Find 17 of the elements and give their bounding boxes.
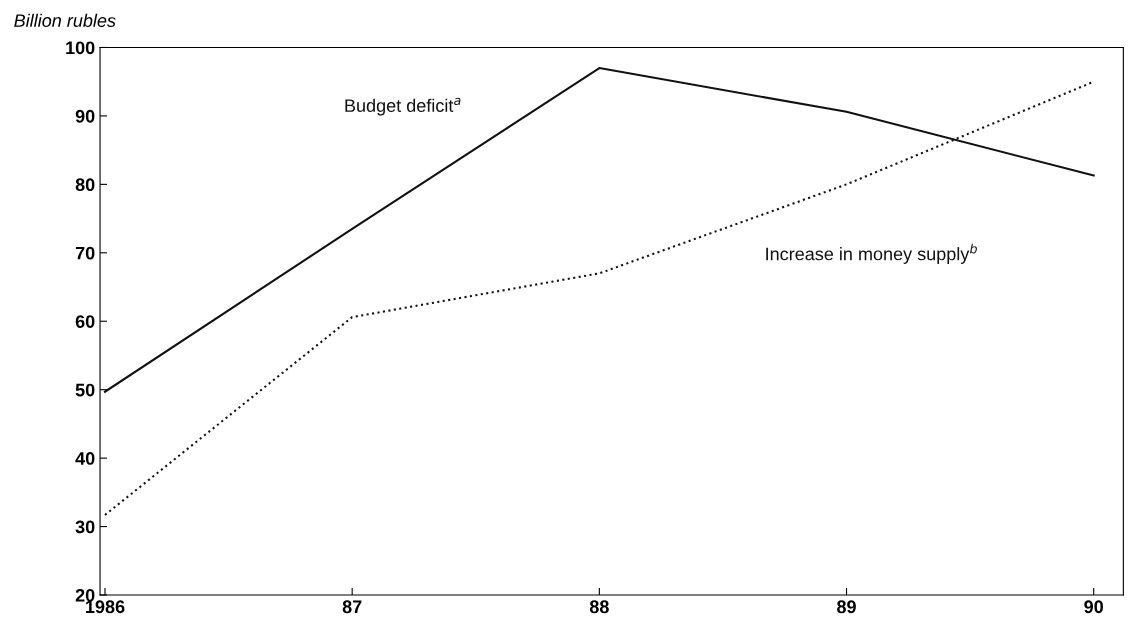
y-tick-label: 60 xyxy=(75,315,95,328)
y-tick-label: 80 xyxy=(75,178,95,192)
y-tick-label: 90 xyxy=(75,109,95,123)
x-tick-label: 87 xyxy=(342,600,362,614)
series-label: Increase in money supply$^{b}$ xyxy=(766,243,977,264)
y-tick-label: 70 xyxy=(75,246,95,260)
y-tick-label: 50 xyxy=(75,383,95,397)
y-axis-title: Billion rubles xyxy=(14,13,116,27)
y-tick-label: 100 xyxy=(66,41,95,55)
y-tick-label: 20 xyxy=(75,588,95,602)
x-tick-label: 1986 xyxy=(86,600,125,614)
x-tick-label: 88 xyxy=(589,600,609,614)
x-tick-label: 90 xyxy=(1084,600,1103,614)
x-tick-label: 89 xyxy=(837,600,856,614)
y-tick-label: 30 xyxy=(75,520,95,534)
series-label: Budget deficit$^{a}$ xyxy=(345,97,461,116)
y-tick-label: 40 xyxy=(75,452,95,465)
